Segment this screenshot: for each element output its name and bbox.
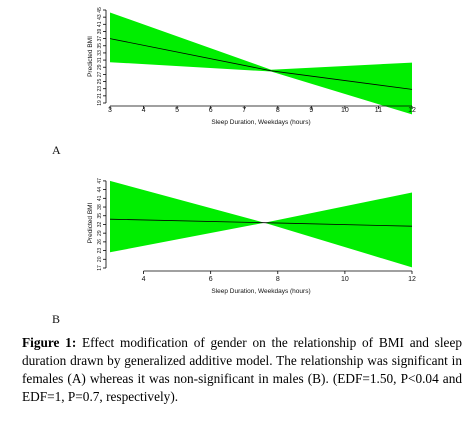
x-tick-label: 12 [408, 276, 416, 283]
x-tick-label: 9 [309, 107, 313, 114]
x-tick-label: 8 [276, 276, 280, 283]
y-tick-label: 26 [97, 239, 103, 245]
y-tick-label: 25 [97, 79, 103, 85]
y-tick-label: 33 [97, 50, 103, 56]
x-tick-label: 4 [142, 276, 146, 283]
x-axis-label: Sleep Duration, Weekdays (hours) [211, 119, 310, 126]
x-tick-label: 7 [242, 107, 246, 114]
x-tick-label: 6 [209, 107, 213, 114]
y-axis-label: Predicted BMI [87, 36, 94, 77]
x-tick-label: 6 [209, 276, 213, 283]
y-tick-label: 38 [97, 204, 103, 210]
y-tick-label: 41 [97, 195, 103, 201]
x-tick-label: 5 [175, 107, 179, 114]
panel-b: 4 6 8 10 12 Sleep Duration, Weekdays (hours) 1… [52, 178, 416, 326]
y-tick-label: 27 [97, 71, 103, 77]
y-tick-label: 43 [97, 14, 103, 20]
confidence-band [110, 12, 412, 115]
panel-label: A [52, 143, 61, 157]
y-tick-label: 29 [97, 64, 103, 70]
panel-label: B [52, 312, 60, 326]
caption-label: Figure 1: [22, 335, 77, 350]
x-tick-label: 10 [341, 107, 349, 114]
y-tick-label: 35 [97, 43, 103, 49]
x-tick-label: 8 [276, 107, 280, 114]
confidence-band [110, 180, 412, 268]
x-tick-label: 12 [408, 107, 416, 114]
y-tick-label: 23 [97, 86, 103, 92]
x-tick-label: 4 [142, 107, 146, 114]
y-tick-label: 29 [97, 230, 103, 236]
y-tick-label: 37 [97, 36, 103, 42]
fitted-line [109, 38, 413, 90]
y-tick-label: 19 [97, 100, 103, 106]
y-tick-label: 32 [97, 221, 103, 227]
y-tick-label: 39 [97, 28, 103, 34]
y-tick-label: 41 [97, 21, 103, 27]
y-tick-label: 17 [97, 265, 103, 271]
y-axis-label: Predicted BMI [87, 202, 94, 243]
x-tick-label: 3 [108, 107, 112, 114]
x-tick-label: 11 [375, 107, 382, 114]
x-axis-label: Sleep Duration, Weekdays (hours) [211, 288, 310, 295]
y-tick-label: 45 [97, 7, 103, 13]
y-tick-label: 23 [97, 248, 103, 254]
fitted-line [109, 218, 413, 227]
caption-text: Effect modification of gender on the rel… [22, 335, 462, 404]
figure-caption: Figure 1: Effect modification of gender … [22, 334, 462, 406]
x-tick-label: 10 [341, 276, 349, 283]
y-tick-label: 35 [97, 213, 103, 219]
y-tick-label: 31 [97, 57, 103, 63]
y-tick-label: 21 [97, 93, 103, 99]
y-tick-label: 20 [97, 256, 103, 262]
y-tick-label: 44 [97, 187, 103, 193]
y-tick-label: 47 [97, 178, 103, 184]
